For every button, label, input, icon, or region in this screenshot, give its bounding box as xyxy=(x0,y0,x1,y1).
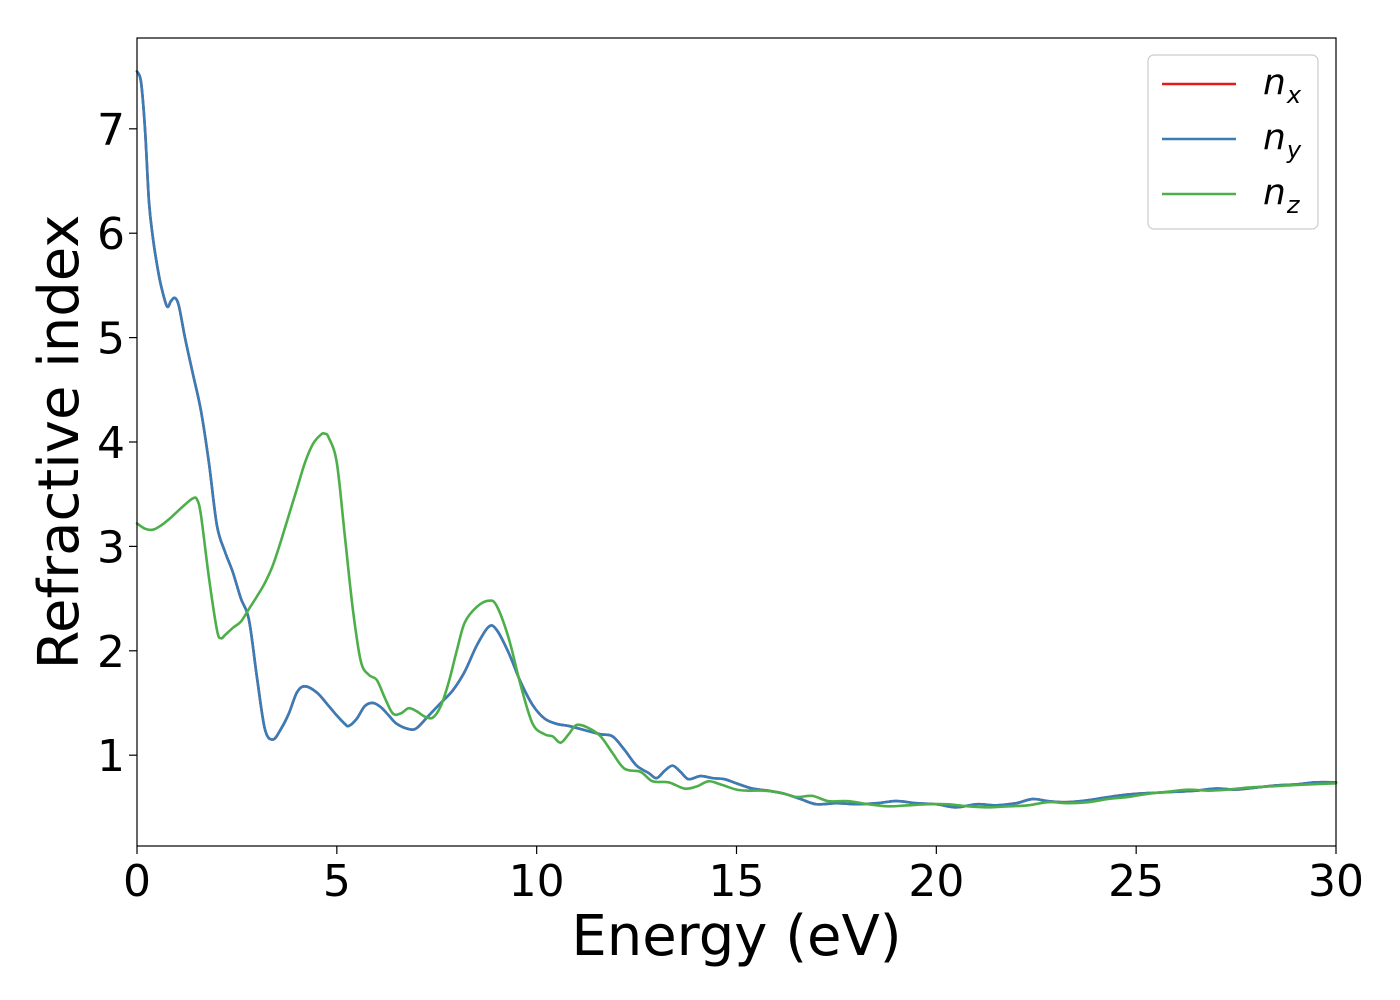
y-tick-label: 6 xyxy=(97,209,125,260)
y-tick-label: 7 xyxy=(97,105,125,156)
y-tick-label: 2 xyxy=(97,627,125,678)
y-tick-label: 5 xyxy=(97,314,125,365)
y-axis-ticks: 1 2 3 4 5 6 7 xyxy=(97,105,137,782)
legend-subscript: x xyxy=(1286,81,1302,109)
x-tick-label: 30 xyxy=(1308,856,1364,907)
y-tick-label: 1 xyxy=(97,731,125,782)
x-axis-ticks: 0 5 10 15 20 25 30 xyxy=(123,846,1364,907)
x-tick-label: 0 xyxy=(123,856,151,907)
x-tick-label: 10 xyxy=(509,856,565,907)
legend-subscript: y xyxy=(1286,136,1302,164)
series-layer xyxy=(135,70,1338,809)
series-line-nz xyxy=(135,431,1338,809)
x-tick-label: 20 xyxy=(908,856,964,907)
legend-subscript: z xyxy=(1286,191,1301,219)
y-tick-label: 4 xyxy=(97,418,125,469)
series-line-ny xyxy=(135,70,1338,809)
x-tick-label: 5 xyxy=(323,856,351,907)
y-tick-label: 3 xyxy=(97,522,125,573)
x-tick-label: 25 xyxy=(1108,856,1164,907)
x-tick-label: 15 xyxy=(709,856,765,907)
legend-box xyxy=(1147,54,1319,230)
x-axis-label: Energy (eV) xyxy=(571,904,901,969)
y-axis-label: Refractive index xyxy=(27,215,92,670)
